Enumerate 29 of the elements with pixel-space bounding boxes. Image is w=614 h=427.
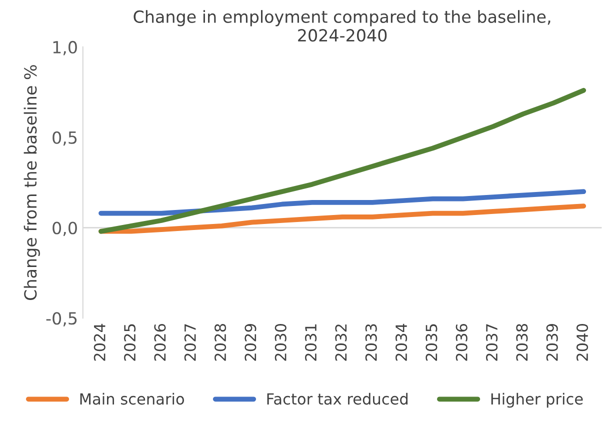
y-tick-label: 1,0	[53, 40, 77, 56]
legend-label: Main scenario	[80, 392, 184, 405]
x-tick-label: 2025	[124, 324, 136, 361]
x-tick-label: 2035	[426, 324, 438, 361]
legend-label: Factor tax reduced	[267, 392, 408, 405]
x-tick-label: 2030	[274, 324, 286, 361]
y-tick-label: 0,5	[52, 131, 77, 146]
x-tick-label: 2026	[154, 324, 166, 361]
x-tick-label: 2024	[94, 324, 106, 361]
x-tick-label: 2040	[576, 324, 588, 361]
y-axis-title: Change from the baseline %	[24, 65, 40, 300]
x-tick-label: 2027	[184, 324, 196, 361]
y-tick-label: 0,0	[52, 222, 77, 236]
x-tick-label: 2032	[335, 324, 347, 361]
line-series	[98, 204, 586, 234]
x-tick-label: 2028	[214, 324, 226, 361]
x-tick-label: 2029	[244, 324, 256, 361]
y-tick-label: -0,5	[46, 312, 77, 326]
x-tick-label: 2039	[546, 324, 558, 361]
line-series	[98, 189, 586, 216]
line-series	[98, 88, 586, 234]
x-tick-label: 2036	[456, 324, 468, 361]
x-tick-label: 2037	[486, 324, 498, 361]
x-tick-label: 2034	[396, 324, 408, 361]
x-tick-label: 2038	[516, 324, 528, 361]
chart-title: Change in employment compared to the baseline, 2024-2040	[134, 10, 550, 42]
x-tick-label: 2033	[365, 324, 377, 361]
legend-label: Higher price	[491, 392, 583, 408]
x-tick-label: 2031	[305, 324, 317, 361]
